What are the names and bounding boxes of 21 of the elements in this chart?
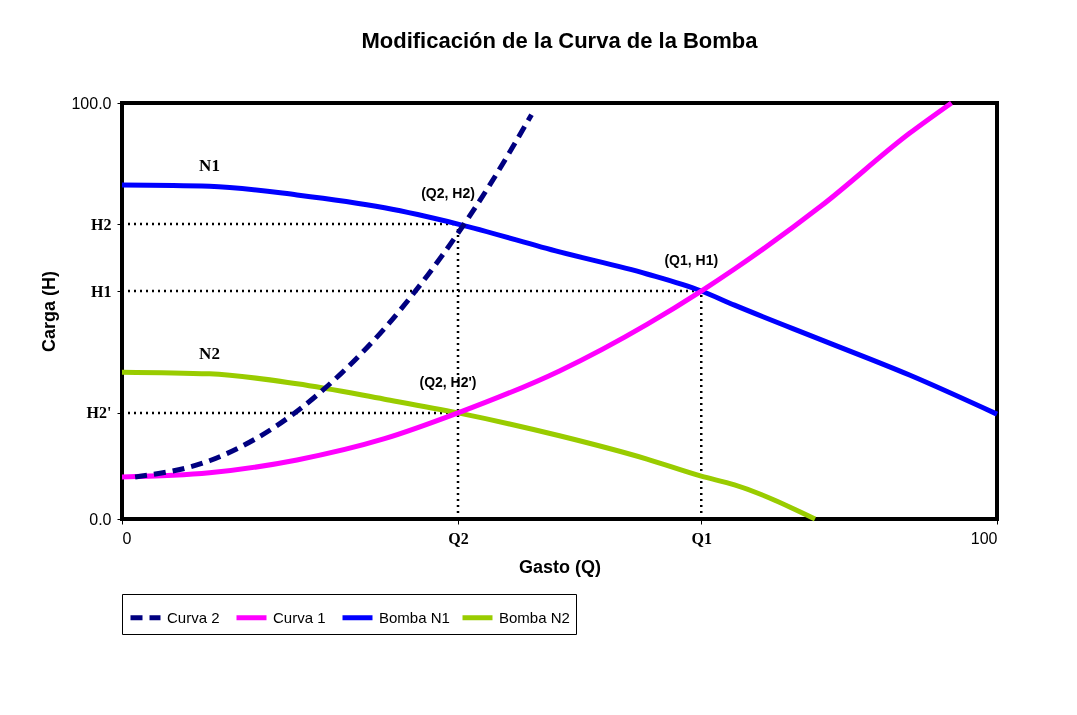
x-tick-label: Q1 bbox=[691, 529, 712, 547]
legend-label: Bomba N2 bbox=[499, 608, 570, 626]
x-tick-label: Q2 bbox=[448, 529, 469, 547]
y-tick-label: 0.0 bbox=[89, 510, 112, 528]
y-tick-label: H2' bbox=[86, 404, 112, 422]
legend-label: Bomba N1 bbox=[379, 608, 450, 626]
annotation: N1 bbox=[199, 156, 220, 176]
x-tick-label: 100 bbox=[970, 529, 998, 547]
x-axis-title: Gasto (Q) bbox=[518, 556, 602, 577]
y-tick-label: H1 bbox=[91, 282, 112, 300]
legend-label: Curva 2 bbox=[167, 608, 220, 626]
x-tick-label: 0 bbox=[122, 529, 132, 547]
annotation: (Q1, H1) bbox=[664, 252, 719, 269]
annotation: (Q2, H2) bbox=[421, 185, 475, 202]
annotation: (Q2, H2') bbox=[419, 373, 477, 390]
y-axis-title: Carga (H) bbox=[39, 270, 60, 353]
chart-title: Modificación de la Curva de la Bomba bbox=[361, 28, 759, 53]
legend-label: Curva 1 bbox=[273, 608, 326, 626]
y-tick-label: 100.0 bbox=[71, 94, 112, 112]
y-tick-label: H2 bbox=[91, 215, 112, 233]
annotation: N2 bbox=[199, 343, 220, 363]
